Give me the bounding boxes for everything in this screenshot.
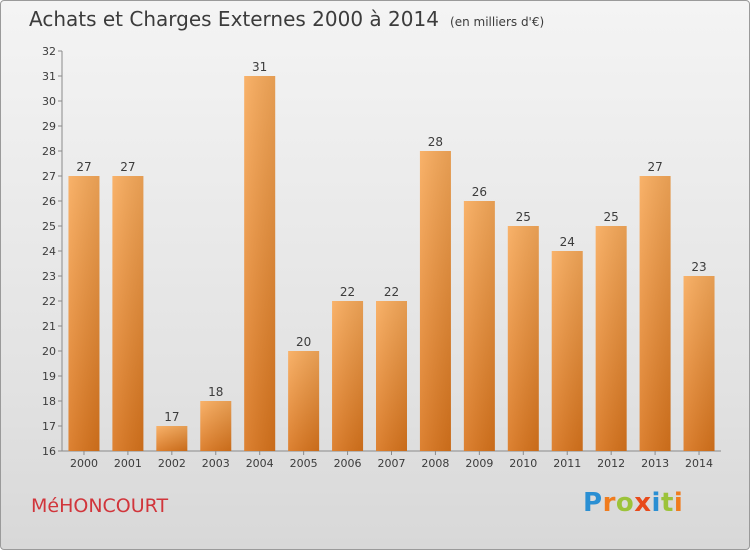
y-tick-label: 17 [42,420,56,433]
y-tick-label: 22 [42,295,56,308]
bar-value-label: 22 [384,285,399,299]
y-tick-label: 21 [42,320,56,333]
y-tick-label: 32 [42,45,56,58]
y-tick-label: 18 [42,395,56,408]
y-tick-label: 27 [42,170,56,183]
y-tick-label: 25 [42,220,56,233]
logo-letter: i [673,488,684,518]
bar-shade [244,76,276,451]
x-tick-label: 2009 [465,457,493,470]
bar-shade [200,401,232,451]
y-tick-label: 31 [42,70,56,83]
y-tick-label: 19 [42,370,56,383]
x-tick-label: 2005 [290,457,318,470]
logo-letter: r [602,488,616,518]
x-tick-label: 2014 [685,457,713,470]
bar-value-label: 25 [604,210,619,224]
x-tick-label: 2008 [421,457,449,470]
x-tick-label: 2013 [641,457,669,470]
x-tick-label: 2000 [70,457,98,470]
bar-shade [419,151,451,451]
town-name: MéHONCOURT [31,495,169,517]
bar-shade [376,301,407,451]
y-tick-label: 26 [42,195,56,208]
y-tick-label: 30 [42,95,56,108]
bar-shade [288,351,320,451]
logo-letter: t [660,488,674,518]
logo-letter: P [583,488,603,518]
proxiti-logo: Proxiti [583,488,683,518]
y-tick-label: 28 [42,145,56,158]
bar-value-label: 27 [76,160,91,174]
bar-shade [156,426,188,451]
x-tick-label: 2003 [202,457,230,470]
logo-letter: x [634,488,652,518]
chart-title-text: Achats et Charges Externes 2000 à 2014 [29,7,439,31]
x-tick-label: 2002 [158,457,186,470]
bar-value-label: 22 [340,285,355,299]
bar-value-label: 31 [252,60,267,74]
y-tick-label: 29 [42,120,56,133]
x-tick-label: 2007 [378,457,406,470]
bar-shade [639,176,671,451]
bar-shade [595,226,627,451]
y-tick-label: 23 [42,270,56,283]
logo-letter: o [615,488,635,518]
bar-shade [507,226,539,451]
bar-value-label: 17 [164,410,179,424]
x-tick-label: 2004 [246,457,274,470]
chart-subtitle: (en milliers d'€) [450,15,545,29]
bar-value-label: 26 [472,185,487,199]
y-tick-label: 24 [42,245,56,258]
x-tick-label: 2012 [597,457,625,470]
bar-value-label: 28 [428,135,443,149]
logo-letter: i [651,488,661,518]
bar-value-label: 23 [691,260,706,274]
bar-value-label: 27 [120,160,135,174]
bar-value-label: 25 [516,210,531,224]
bar-shade [463,201,495,451]
bar-shade [332,301,364,451]
bar-shade [68,176,100,451]
y-tick-label: 16 [42,445,56,458]
bar-value-label: 27 [647,160,662,174]
x-tick-label: 2011 [553,457,581,470]
y-tick-label: 20 [42,345,56,358]
bar-shade [683,276,715,451]
x-tick-label: 2006 [334,457,362,470]
x-tick-label: 2010 [509,457,537,470]
bar-shade [112,176,144,451]
chart-title: Achats et Charges Externes 2000 à 2014 (… [29,7,544,31]
bar-value-label: 24 [560,235,575,249]
bar-value-label: 20 [296,335,311,349]
bar-shade [551,251,583,451]
x-tick-label: 2001 [114,457,142,470]
bar-value-label: 18 [208,385,223,399]
